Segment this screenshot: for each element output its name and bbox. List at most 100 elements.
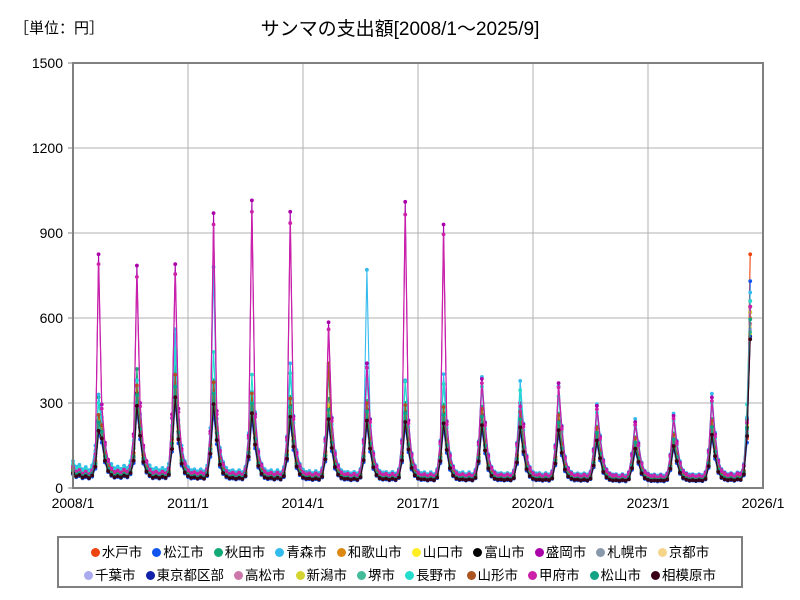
data-point <box>387 473 392 478</box>
y-axis-tick-label: 900 <box>40 225 64 241</box>
data-point <box>138 404 142 409</box>
data-point <box>320 474 325 479</box>
data-point <box>202 476 206 481</box>
data-point <box>246 454 251 459</box>
data-point <box>633 416 638 421</box>
data-point <box>441 232 446 237</box>
legend-item[interactable]: 山口市 <box>411 546 463 560</box>
legend-marker-icon <box>528 571 537 580</box>
legend-item[interactable]: 札幌市 <box>596 546 648 560</box>
data-point <box>285 456 289 461</box>
data-point <box>444 448 449 452</box>
data-point <box>406 447 411 452</box>
data-point <box>457 477 462 482</box>
data-point <box>198 475 203 480</box>
data-point <box>249 391 254 396</box>
data-point <box>748 290 753 295</box>
data-point <box>326 320 331 325</box>
data-point <box>186 474 190 478</box>
data-point <box>521 449 526 454</box>
data-point <box>374 473 379 477</box>
data-point <box>195 471 200 476</box>
data-point <box>352 471 357 476</box>
data-point <box>96 252 101 257</box>
data-point <box>636 460 641 464</box>
data-point <box>684 472 689 477</box>
data-point <box>99 429 104 434</box>
legend-item[interactable]: 堺市 <box>357 569 395 583</box>
data-point <box>610 473 615 478</box>
legend-item[interactable]: 松江市 <box>152 546 204 560</box>
data-point <box>74 474 79 479</box>
legend-item[interactable]: 新潟市 <box>295 569 347 583</box>
data-point <box>272 472 277 477</box>
data-point <box>112 475 117 480</box>
data-point <box>384 471 388 476</box>
legend-item[interactable]: 和歌山市 <box>336 544 402 560</box>
data-point <box>448 466 452 471</box>
data-point <box>646 472 650 477</box>
data-point <box>671 437 676 442</box>
data-point <box>451 473 456 478</box>
legend-item[interactable]: 水戸市 <box>90 544 143 560</box>
data-point <box>182 470 187 475</box>
data-point <box>403 379 408 384</box>
legend-marker-icon <box>275 548 285 557</box>
data-point <box>566 474 571 479</box>
data-point <box>96 401 101 405</box>
legend-item-label: 松江市 <box>163 544 204 560</box>
data-point <box>339 475 344 480</box>
data-point <box>99 406 104 411</box>
legend-item[interactable]: 相模原市 <box>651 569 716 583</box>
data-point <box>725 473 730 478</box>
data-point <box>454 476 459 481</box>
legend-item[interactable]: 長野市 <box>405 569 457 583</box>
legend-item[interactable]: 盛岡市 <box>534 546 586 560</box>
data-point <box>342 477 347 481</box>
legend-item[interactable]: 松山市 <box>589 569 641 583</box>
data-point <box>508 478 513 482</box>
legend-marker-icon <box>596 548 606 557</box>
legend-item[interactable]: 高松市 <box>234 569 286 583</box>
data-point <box>419 473 424 477</box>
data-point <box>112 469 117 474</box>
data-point <box>534 477 539 482</box>
data-point <box>326 407 331 412</box>
data-point <box>329 446 334 450</box>
data-point <box>403 212 408 217</box>
data-point <box>349 473 353 478</box>
data-point <box>441 382 446 386</box>
legend-item[interactable]: 東京都区部 <box>145 569 224 583</box>
data-point <box>639 471 644 476</box>
data-point <box>582 477 587 482</box>
data-point <box>646 477 650 482</box>
data-point <box>249 198 254 203</box>
data-point <box>518 404 523 409</box>
data-point <box>307 476 312 481</box>
legend-item-label: 山形市 <box>477 567 519 583</box>
legend-item[interactable]: 山形市 <box>466 567 519 583</box>
data-point <box>384 476 388 481</box>
legend-item-label: 水戸市 <box>101 544 143 560</box>
data-point <box>620 473 625 478</box>
legend-item-label: 相模原市 <box>662 567 716 583</box>
legend-item[interactable]: 富山市 <box>473 546 525 560</box>
legend-marker-icon <box>534 548 544 557</box>
data-point <box>403 420 408 424</box>
data-point <box>368 420 372 425</box>
data-point <box>649 478 654 483</box>
legend-item[interactable]: 青森市 <box>275 546 327 560</box>
data-point <box>687 474 692 478</box>
legend-item[interactable]: 秋田市 <box>213 546 265 560</box>
data-point <box>262 475 267 480</box>
legend-item[interactable]: 京都市 <box>657 546 709 560</box>
legend-item-label: 長野市 <box>416 567 457 583</box>
legend-item-label: 和歌山市 <box>347 544 402 560</box>
data-point <box>470 473 475 478</box>
series-layer <box>71 198 753 484</box>
legend-marker-icon <box>473 548 483 557</box>
data-point <box>671 444 676 448</box>
legend-item[interactable]: 千葉市 <box>84 569 136 583</box>
x-axis-tick-label: 2008/1 <box>52 495 95 511</box>
legend-item[interactable]: 甲府市 <box>528 569 580 583</box>
